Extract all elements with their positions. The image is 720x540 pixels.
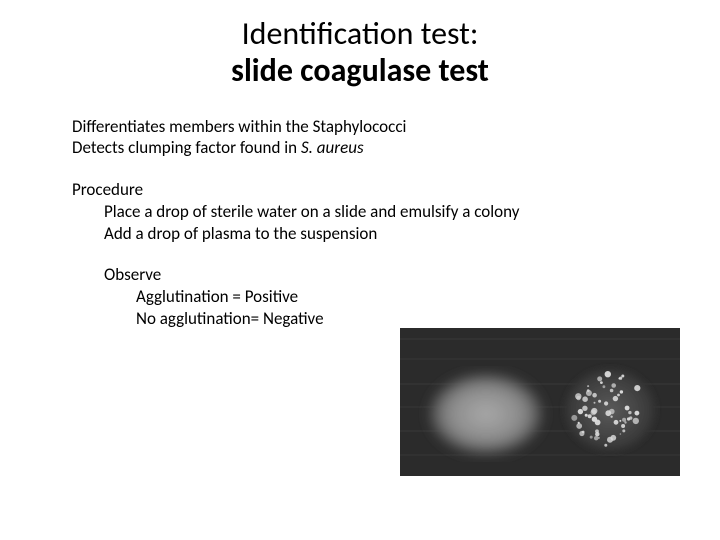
spacer [72,159,672,179]
observe-heading: Observe [104,264,672,286]
title-line-1: Identification test: [48,16,672,53]
slide-root: Identification test: slide coagulase tes… [0,0,720,540]
negative-drop [430,374,542,454]
observe-positive: Agglutination = Positive [136,286,672,308]
differentiates-line: Differentiates members within the Staphy… [72,116,672,138]
observe-negative: No agglutination= Negative [136,308,672,330]
detects-prefix: Detects clumping factor found in [72,137,301,158]
coagulase-test-image [400,328,680,476]
slide-title: Identification test: slide coagulase tes… [48,16,672,90]
procedure-heading: Procedure [72,179,672,201]
detects-line: Detects clumping factor found in S. aure… [72,137,672,159]
title-line-2: slide coagulase test [48,53,672,90]
coagulase-svg [400,328,680,476]
body-text: Differentiates members within the Staphy… [72,116,672,330]
procedure-step-2: Add a drop of plasma to the suspension [104,223,672,245]
procedure-step-1: Place a drop of sterile water on a slide… [104,201,672,223]
species-name: S. aureus [301,137,364,158]
spacer [72,244,672,264]
